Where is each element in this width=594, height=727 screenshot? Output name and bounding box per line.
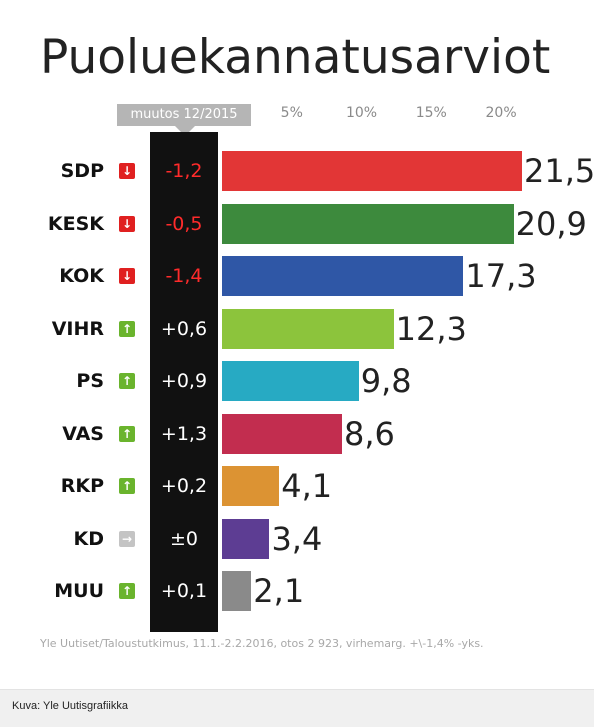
change-value: -0,5	[165, 212, 203, 235]
chart-row: KD → ±0 3,4	[0, 517, 594, 561]
chart-row: SDP ↓ -1,2 21,5	[0, 149, 594, 193]
source-note: Yle Uutiset/Taloustutkimus, 11.1.-2.2.20…	[40, 637, 484, 650]
chart-row: RKP ↑ +0,2 4,1	[0, 464, 594, 508]
arrow-up-icon: ↑	[119, 583, 135, 599]
bar	[222, 518, 270, 559]
chart-row: MUU ↑ +0,1 2,1	[0, 569, 594, 613]
chart-row: VAS ↑ +1,3 8,6	[0, 412, 594, 456]
bar	[222, 361, 359, 401]
change-header-pointer	[175, 126, 195, 136]
change-value: +0,6	[160, 317, 208, 340]
party-label: KD	[73, 527, 105, 550]
bar	[222, 308, 394, 349]
party-label: KOK	[59, 265, 104, 287]
arrow-up-icon: ↑	[119, 373, 135, 389]
bar	[222, 466, 280, 506]
chart-row: KOK ↓ -1,4 17,3	[0, 254, 594, 298]
caption-bar: Kuva: Yle Uutisgrafiikka	[0, 689, 594, 727]
change-column-header: muutos 12/2015	[117, 104, 251, 126]
arrow-down-icon: ↓	[119, 268, 135, 284]
party-label: PS	[76, 370, 104, 392]
bar	[222, 413, 342, 454]
chart-title: Puoluekannatusarviot	[40, 30, 551, 85]
bar-value-label: 12,3	[395, 309, 467, 348]
party-label: KESK	[47, 212, 104, 235]
bar-value-label: 9,8	[360, 362, 412, 400]
change-value: -1,4	[165, 265, 203, 287]
change-value: +0,2	[160, 475, 208, 497]
change-column-background	[150, 132, 218, 632]
arrow-down-icon: ↓	[119, 215, 135, 232]
bar-value-label: 2,1	[253, 572, 305, 610]
bar-value-label: 3,4	[271, 519, 323, 558]
bar-value-label: 21,5	[524, 152, 594, 190]
x-tick-label: 5%	[280, 105, 303, 121]
party-label: VIHR	[51, 317, 104, 340]
bar-value-label: 20,9	[515, 204, 587, 243]
chart-row: PS ↑ +0,9 9,8	[0, 359, 594, 403]
arrow-up-icon: ↑	[119, 478, 135, 494]
change-value: ±0	[169, 527, 198, 550]
x-tick-label: 10%	[345, 105, 378, 121]
bar	[222, 256, 464, 296]
party-label: RKP	[60, 475, 104, 497]
image-caption: Kuva: Yle Uutisgrafiikka	[12, 700, 128, 712]
change-value: -1,2	[165, 160, 203, 182]
arrow-down-icon: ↓	[119, 163, 135, 179]
x-tick-label: 15%	[415, 105, 447, 121]
bar-value-label: 17,3	[465, 257, 537, 295]
bar	[222, 571, 252, 611]
x-tick-label: 20%	[485, 105, 517, 121]
bar-value-label: 8,6	[344, 414, 395, 453]
party-label: MUU	[54, 580, 104, 602]
party-label: VAS	[62, 422, 104, 445]
bar	[222, 151, 522, 191]
change-value: +0,1	[160, 580, 208, 602]
chart-row: KESK ↓ -0,5 20,9	[0, 202, 594, 246]
arrow-up-icon: ↑	[119, 320, 135, 337]
party-label: SDP	[60, 160, 104, 182]
change-value: +1,3	[160, 422, 208, 445]
arrow-right-icon: →	[119, 530, 135, 547]
bar	[222, 203, 514, 244]
arrow-up-icon: ↑	[119, 425, 135, 442]
bar-value-label: 4,1	[281, 467, 333, 505]
change-value: +0,9	[160, 370, 208, 392]
chart-row: VIHR ↑ +0,6 12,3	[0, 307, 594, 351]
